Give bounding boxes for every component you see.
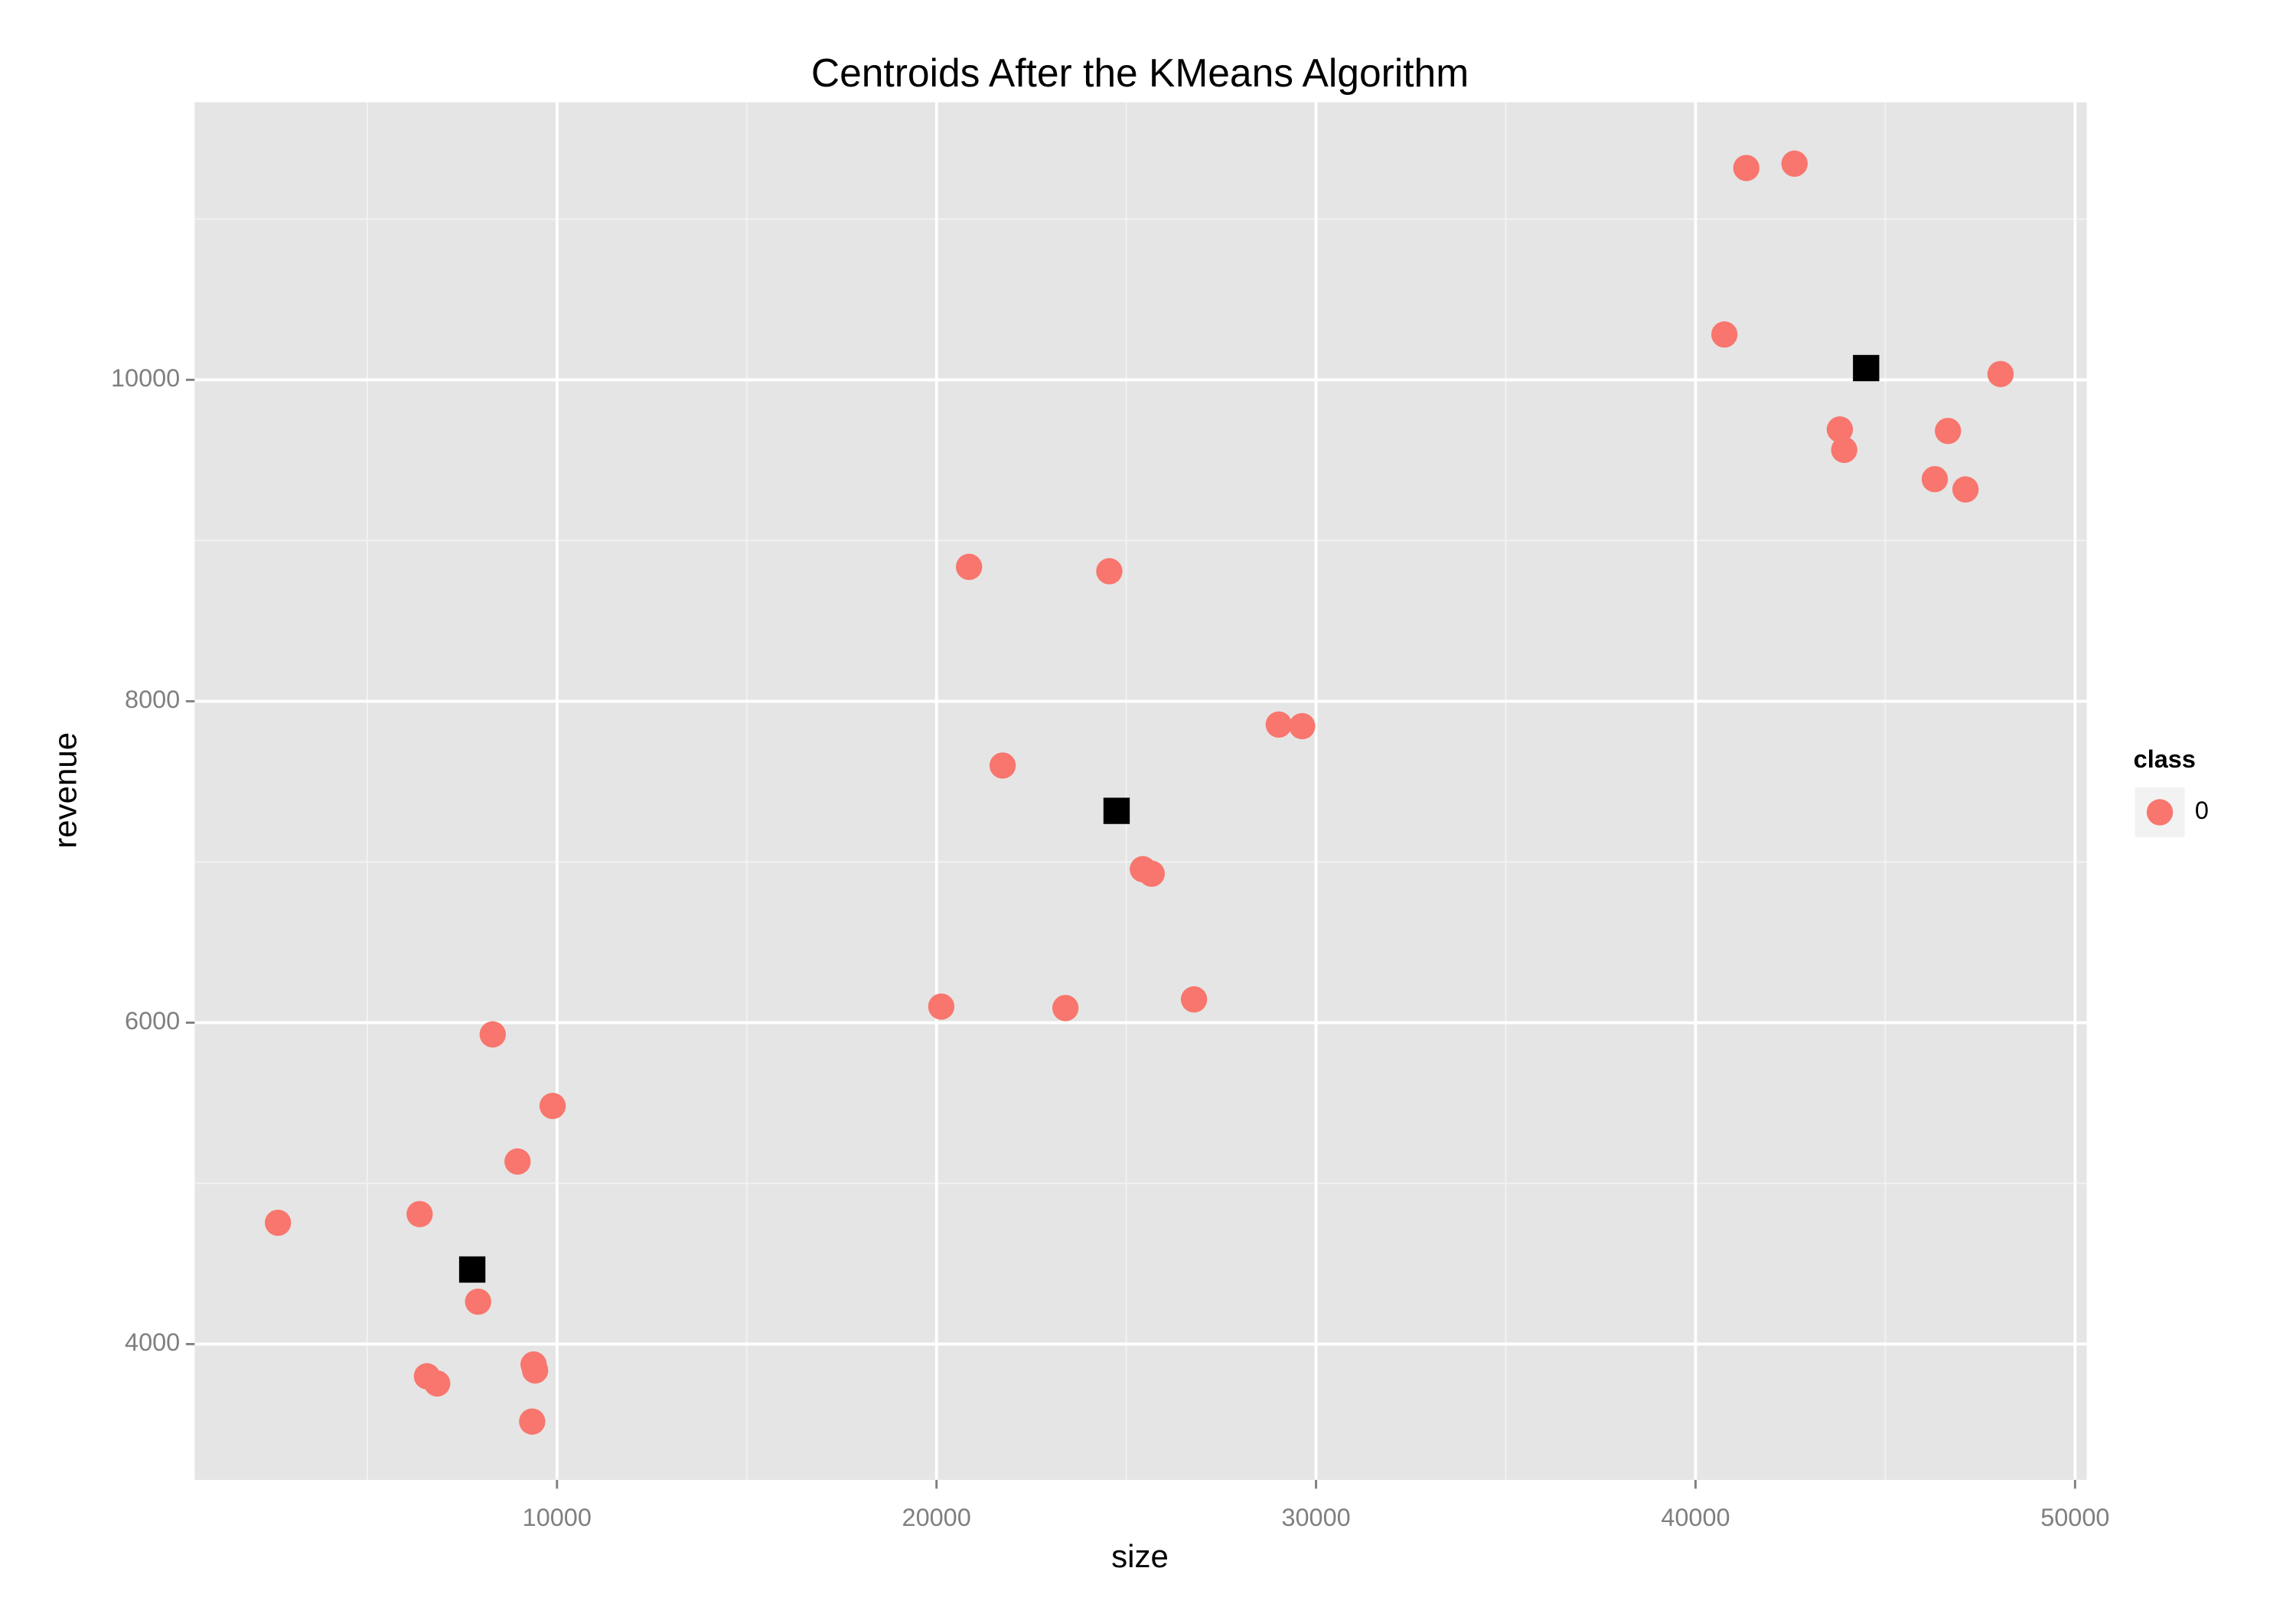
centroid [1853, 354, 1880, 382]
x-tick-label: 50000 [2040, 1504, 2109, 1531]
chart-title: Centroids After the KMeans Algorithm [811, 51, 1469, 95]
point [989, 752, 1016, 779]
point [1987, 360, 2014, 387]
centroid [1103, 797, 1130, 824]
point [1052, 995, 1079, 1022]
point [1733, 155, 1760, 181]
point [1921, 465, 1949, 493]
point [539, 1093, 566, 1120]
point [1935, 417, 1962, 445]
point [406, 1201, 433, 1227]
legend-title: class [2134, 745, 2196, 773]
x-tick-label: 40000 [1661, 1504, 1730, 1531]
point [521, 1357, 549, 1384]
point [1096, 558, 1123, 585]
x-axis-label: size [1111, 1538, 1169, 1574]
point [264, 1209, 292, 1237]
point [519, 1408, 546, 1435]
point [504, 1148, 531, 1175]
y-tick-label: 10000 [111, 364, 180, 392]
point [1831, 436, 1857, 464]
point [1711, 321, 1738, 348]
plot-panel [194, 102, 2087, 1480]
point [1781, 150, 1808, 178]
point [479, 1021, 506, 1048]
point [1289, 712, 1316, 740]
point [1138, 860, 1165, 887]
centroid [458, 1256, 486, 1283]
legend-label: 0 [2195, 797, 2209, 824]
x-tick-label: 30000 [1281, 1504, 1350, 1531]
y-axis-label: revenue [47, 732, 83, 849]
point [1265, 711, 1293, 738]
y-tick-label: 6000 [125, 1007, 180, 1035]
point [1826, 416, 1854, 443]
point [928, 993, 955, 1020]
point [955, 553, 983, 580]
x-tick-label: 20000 [902, 1504, 971, 1531]
y-tick-label: 4000 [125, 1328, 180, 1356]
legend-marker [2146, 799, 2174, 826]
point [424, 1370, 451, 1397]
x-tick-label: 10000 [523, 1504, 592, 1531]
y-tick-label: 8000 [125, 686, 180, 713]
point [1180, 986, 1208, 1013]
point [1952, 476, 1979, 503]
point [465, 1288, 491, 1315]
